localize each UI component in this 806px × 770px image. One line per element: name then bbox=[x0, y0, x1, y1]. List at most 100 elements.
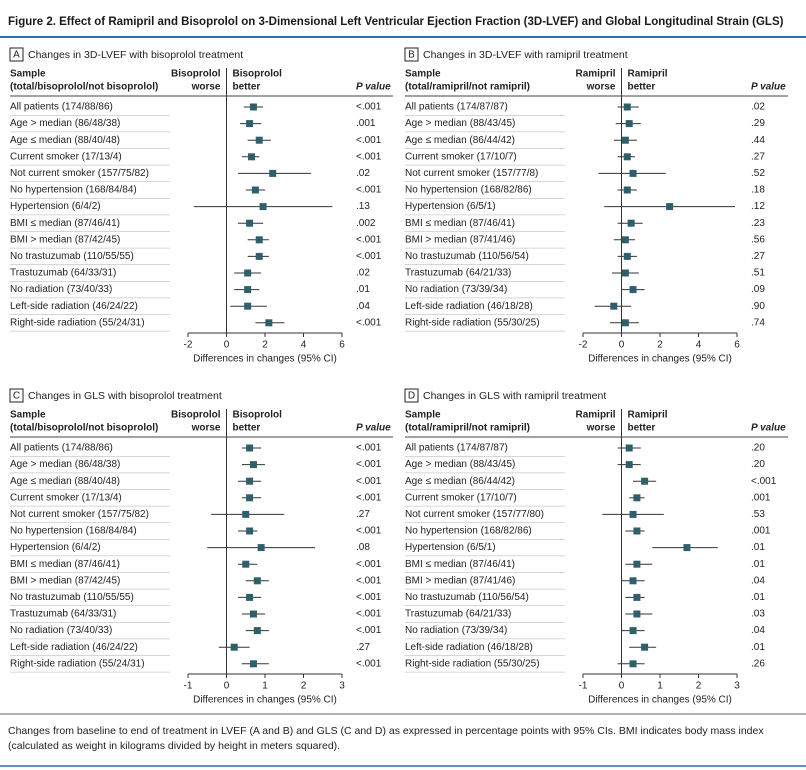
point-estimate bbox=[629, 286, 637, 294]
row-label: No hypertension (168/84/84) bbox=[10, 185, 137, 196]
p-header: P value bbox=[751, 82, 786, 93]
p-value: <.001 bbox=[356, 135, 382, 146]
sample-header: Sample bbox=[405, 69, 441, 80]
sample-header: Sample bbox=[10, 410, 46, 421]
p-value: <.001 bbox=[356, 476, 382, 487]
row-label: No radiation (73/40/33) bbox=[10, 284, 112, 295]
row-label: Age ≤ median (86/44/42) bbox=[405, 476, 515, 487]
point-estimate bbox=[625, 120, 633, 128]
point-estimate bbox=[257, 544, 265, 552]
row-label: Not current smoker (157/75/82) bbox=[10, 509, 149, 520]
row-label: All patients (174/87/87) bbox=[405, 102, 508, 113]
panel-letter: D bbox=[408, 391, 415, 402]
row-label: All patients (174/87/87) bbox=[405, 443, 508, 454]
p-value: .26 bbox=[751, 658, 765, 669]
row-label: Hypertension (6/4/2) bbox=[10, 201, 101, 212]
row-band bbox=[405, 281, 565, 282]
row-label: Current smoker (17/10/7) bbox=[405, 492, 517, 503]
point-estimate bbox=[259, 203, 267, 211]
p-value: <.001 bbox=[356, 459, 382, 470]
x-tick-label: -2 bbox=[184, 340, 193, 351]
point-estimate bbox=[251, 186, 259, 194]
row-band bbox=[10, 181, 170, 182]
x-axis-label: Differences in changes (95% CI) bbox=[193, 695, 337, 706]
row-label: All patients (174/88/86) bbox=[10, 102, 113, 113]
point-estimate bbox=[246, 593, 254, 601]
sample-header: (total/ramipril/not ramipril) bbox=[405, 82, 530, 93]
point-estimate bbox=[633, 610, 641, 618]
p-value: .001 bbox=[356, 118, 376, 129]
row-label: No trastuzumab (110/55/55) bbox=[10, 592, 134, 603]
p-value: .01 bbox=[751, 559, 765, 570]
p-value: <.001 bbox=[356, 443, 382, 454]
row-band bbox=[10, 539, 170, 540]
point-estimate bbox=[242, 510, 250, 518]
p-value: .03 bbox=[751, 609, 765, 620]
row-band bbox=[10, 572, 170, 573]
row-band bbox=[405, 198, 565, 199]
point-estimate bbox=[633, 494, 641, 502]
row-band bbox=[10, 622, 170, 623]
row-band bbox=[10, 671, 170, 673]
row-label: Current smoker (17/13/4) bbox=[10, 151, 122, 162]
panel-letter-box bbox=[404, 47, 419, 62]
row-band bbox=[10, 655, 170, 656]
point-estimate bbox=[623, 252, 631, 260]
x-tick-label: 2 bbox=[262, 340, 268, 351]
x-axis-label: Differences in changes (95% CI) bbox=[588, 354, 732, 365]
row-band bbox=[405, 489, 565, 490]
better-label: Ramipril bbox=[628, 69, 668, 80]
row-label: BMI > median (87/41/46) bbox=[405, 575, 515, 586]
row-band bbox=[10, 247, 170, 249]
p-value: <.001 bbox=[751, 476, 777, 487]
x-tick-label: 3 bbox=[734, 681, 740, 692]
p-value: .74 bbox=[751, 317, 765, 328]
better-label: better bbox=[628, 423, 656, 434]
point-estimate bbox=[265, 319, 273, 327]
row-label: No trastuzumab (110/56/54) bbox=[405, 592, 529, 603]
row-band bbox=[10, 505, 170, 507]
worse-label: worse bbox=[191, 82, 221, 93]
point-estimate bbox=[249, 103, 257, 111]
row-label: Age > median (86/48/38) bbox=[10, 459, 120, 470]
worse-label: worse bbox=[191, 423, 221, 434]
p-value: .20 bbox=[751, 459, 765, 470]
p-value: <.001 bbox=[356, 592, 382, 603]
row-band bbox=[10, 297, 170, 299]
row-band bbox=[10, 231, 170, 232]
row-label: BMI ≤ median (87/46/41) bbox=[405, 559, 515, 570]
point-estimate bbox=[244, 286, 252, 294]
row-band bbox=[405, 297, 565, 299]
p-value: .20 bbox=[751, 443, 765, 454]
row-label: BMI ≤ median (87/46/41) bbox=[10, 559, 120, 570]
row-label: No hypertension (168/82/86) bbox=[405, 526, 532, 537]
row-band bbox=[10, 198, 170, 199]
p-value: .01 bbox=[751, 642, 765, 653]
row-label: BMI ≤ median (87/46/41) bbox=[405, 218, 515, 229]
row-band bbox=[405, 164, 565, 166]
p-value: .01 bbox=[751, 592, 765, 603]
p-value: .27 bbox=[751, 251, 765, 262]
row-band bbox=[405, 555, 565, 557]
point-estimate bbox=[629, 169, 637, 177]
row-label: No trastuzumab (110/56/54) bbox=[405, 251, 529, 262]
x-tick-label: 0 bbox=[619, 340, 625, 351]
row-label: Age ≤ median (88/40/48) bbox=[10, 135, 120, 146]
row-label: No hypertension (168/82/86) bbox=[405, 185, 532, 196]
row-label: Trastuzumab (64/33/31) bbox=[10, 609, 116, 620]
point-estimate bbox=[641, 477, 649, 485]
point-estimate bbox=[666, 203, 674, 211]
row-band bbox=[10, 264, 170, 265]
p-value: .29 bbox=[751, 118, 765, 129]
p-value: .27 bbox=[356, 509, 370, 520]
row-label: BMI > median (87/41/46) bbox=[405, 234, 515, 245]
p-value: <.001 bbox=[356, 625, 382, 636]
p-header: P value bbox=[751, 423, 786, 434]
row-band bbox=[10, 456, 170, 457]
figure-title: Figure 2. Effect of Ramipril and Bisopro… bbox=[8, 16, 784, 28]
row-label: No trastuzumab (110/55/55) bbox=[10, 251, 134, 262]
point-estimate bbox=[623, 153, 631, 161]
row-band bbox=[10, 605, 170, 606]
row-band bbox=[405, 472, 565, 474]
